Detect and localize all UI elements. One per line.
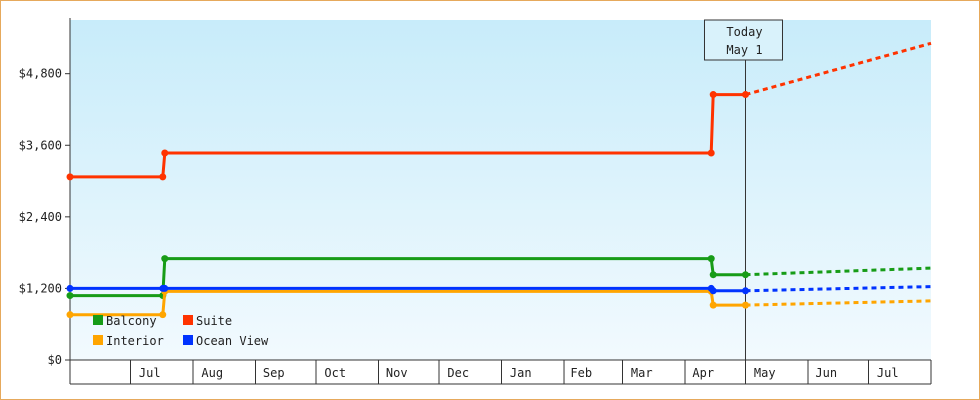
legend-label: Interior <box>106 334 164 348</box>
legend: Balcony Suite Interior Ocean View <box>93 314 269 348</box>
series-forecast-line <box>745 299 932 307</box>
today-date-label: May 1 <box>726 43 762 57</box>
x-tick-label: Oct <box>324 366 346 380</box>
legend-swatch <box>93 335 103 345</box>
series-line <box>70 93 746 179</box>
axes: $0 $1,200 $2,400 $3,600 $4,800 Jul Aug Sep Oct No… <box>19 18 932 385</box>
data-point <box>66 311 74 319</box>
legend-item: Interior <box>93 334 164 348</box>
legend-label: Ocean View <box>196 334 269 348</box>
data-point <box>159 173 167 181</box>
today-marker: Today May 1 <box>703 19 783 360</box>
series-line <box>70 289 746 317</box>
y-tick-label: $0 <box>48 353 62 367</box>
y-tick-label: $4,800 <box>19 67 62 81</box>
legend-item: Suite <box>183 314 232 328</box>
legend-swatch <box>183 315 193 325</box>
x-tick-label: Feb <box>570 366 592 380</box>
series-line <box>70 257 746 298</box>
x-tick-label: Apr <box>692 366 714 380</box>
x-tick-label: Jul <box>139 366 161 380</box>
series-suite <box>66 41 932 181</box>
data-point <box>741 91 749 99</box>
data-point <box>66 173 74 181</box>
x-tick-label: May <box>754 366 776 380</box>
y-tick-label: $2,400 <box>19 210 62 224</box>
data-point <box>741 271 749 279</box>
data-point <box>66 292 74 300</box>
data-point <box>159 311 167 319</box>
series-interior <box>66 287 932 319</box>
series-layer <box>66 41 932 319</box>
y-tick-label: $3,600 <box>19 138 62 152</box>
data-point <box>709 271 717 279</box>
data-point <box>161 149 169 157</box>
series-forecast-line <box>745 285 932 293</box>
data-point <box>707 149 715 157</box>
data-point <box>709 287 717 295</box>
legend-swatch <box>93 315 103 325</box>
data-point <box>161 284 169 292</box>
x-tick-label: Mar <box>631 366 653 380</box>
data-point <box>709 91 717 99</box>
x-tick-label: Jun <box>815 366 837 380</box>
x-tick-label: Sep <box>263 366 285 380</box>
legend-item: Ocean View <box>183 334 269 348</box>
legend-label: Suite <box>196 314 232 328</box>
today-box <box>703 19 783 61</box>
x-tick-label: Nov <box>386 366 408 380</box>
data-point <box>66 284 74 292</box>
legend-item: Balcony <box>93 314 157 328</box>
legend-swatch <box>183 335 193 345</box>
x-tick-label: Aug <box>201 366 223 380</box>
series-ocean-view <box>66 284 932 295</box>
legend-label: Balcony <box>106 314 157 328</box>
x-tick-label: Dec <box>447 366 469 380</box>
data-point <box>707 255 715 263</box>
x-tick-label: Jan <box>510 366 532 380</box>
x-tick-label: Jul <box>877 366 899 380</box>
data-point <box>741 301 749 309</box>
series-forecast-line <box>745 266 932 277</box>
data-point <box>709 301 717 309</box>
data-point <box>161 255 169 263</box>
plot-background <box>70 20 931 360</box>
y-tick-label: $1,200 <box>19 281 62 295</box>
series-line <box>70 286 746 293</box>
today-label: Today <box>726 25 762 39</box>
data-point <box>741 287 749 295</box>
